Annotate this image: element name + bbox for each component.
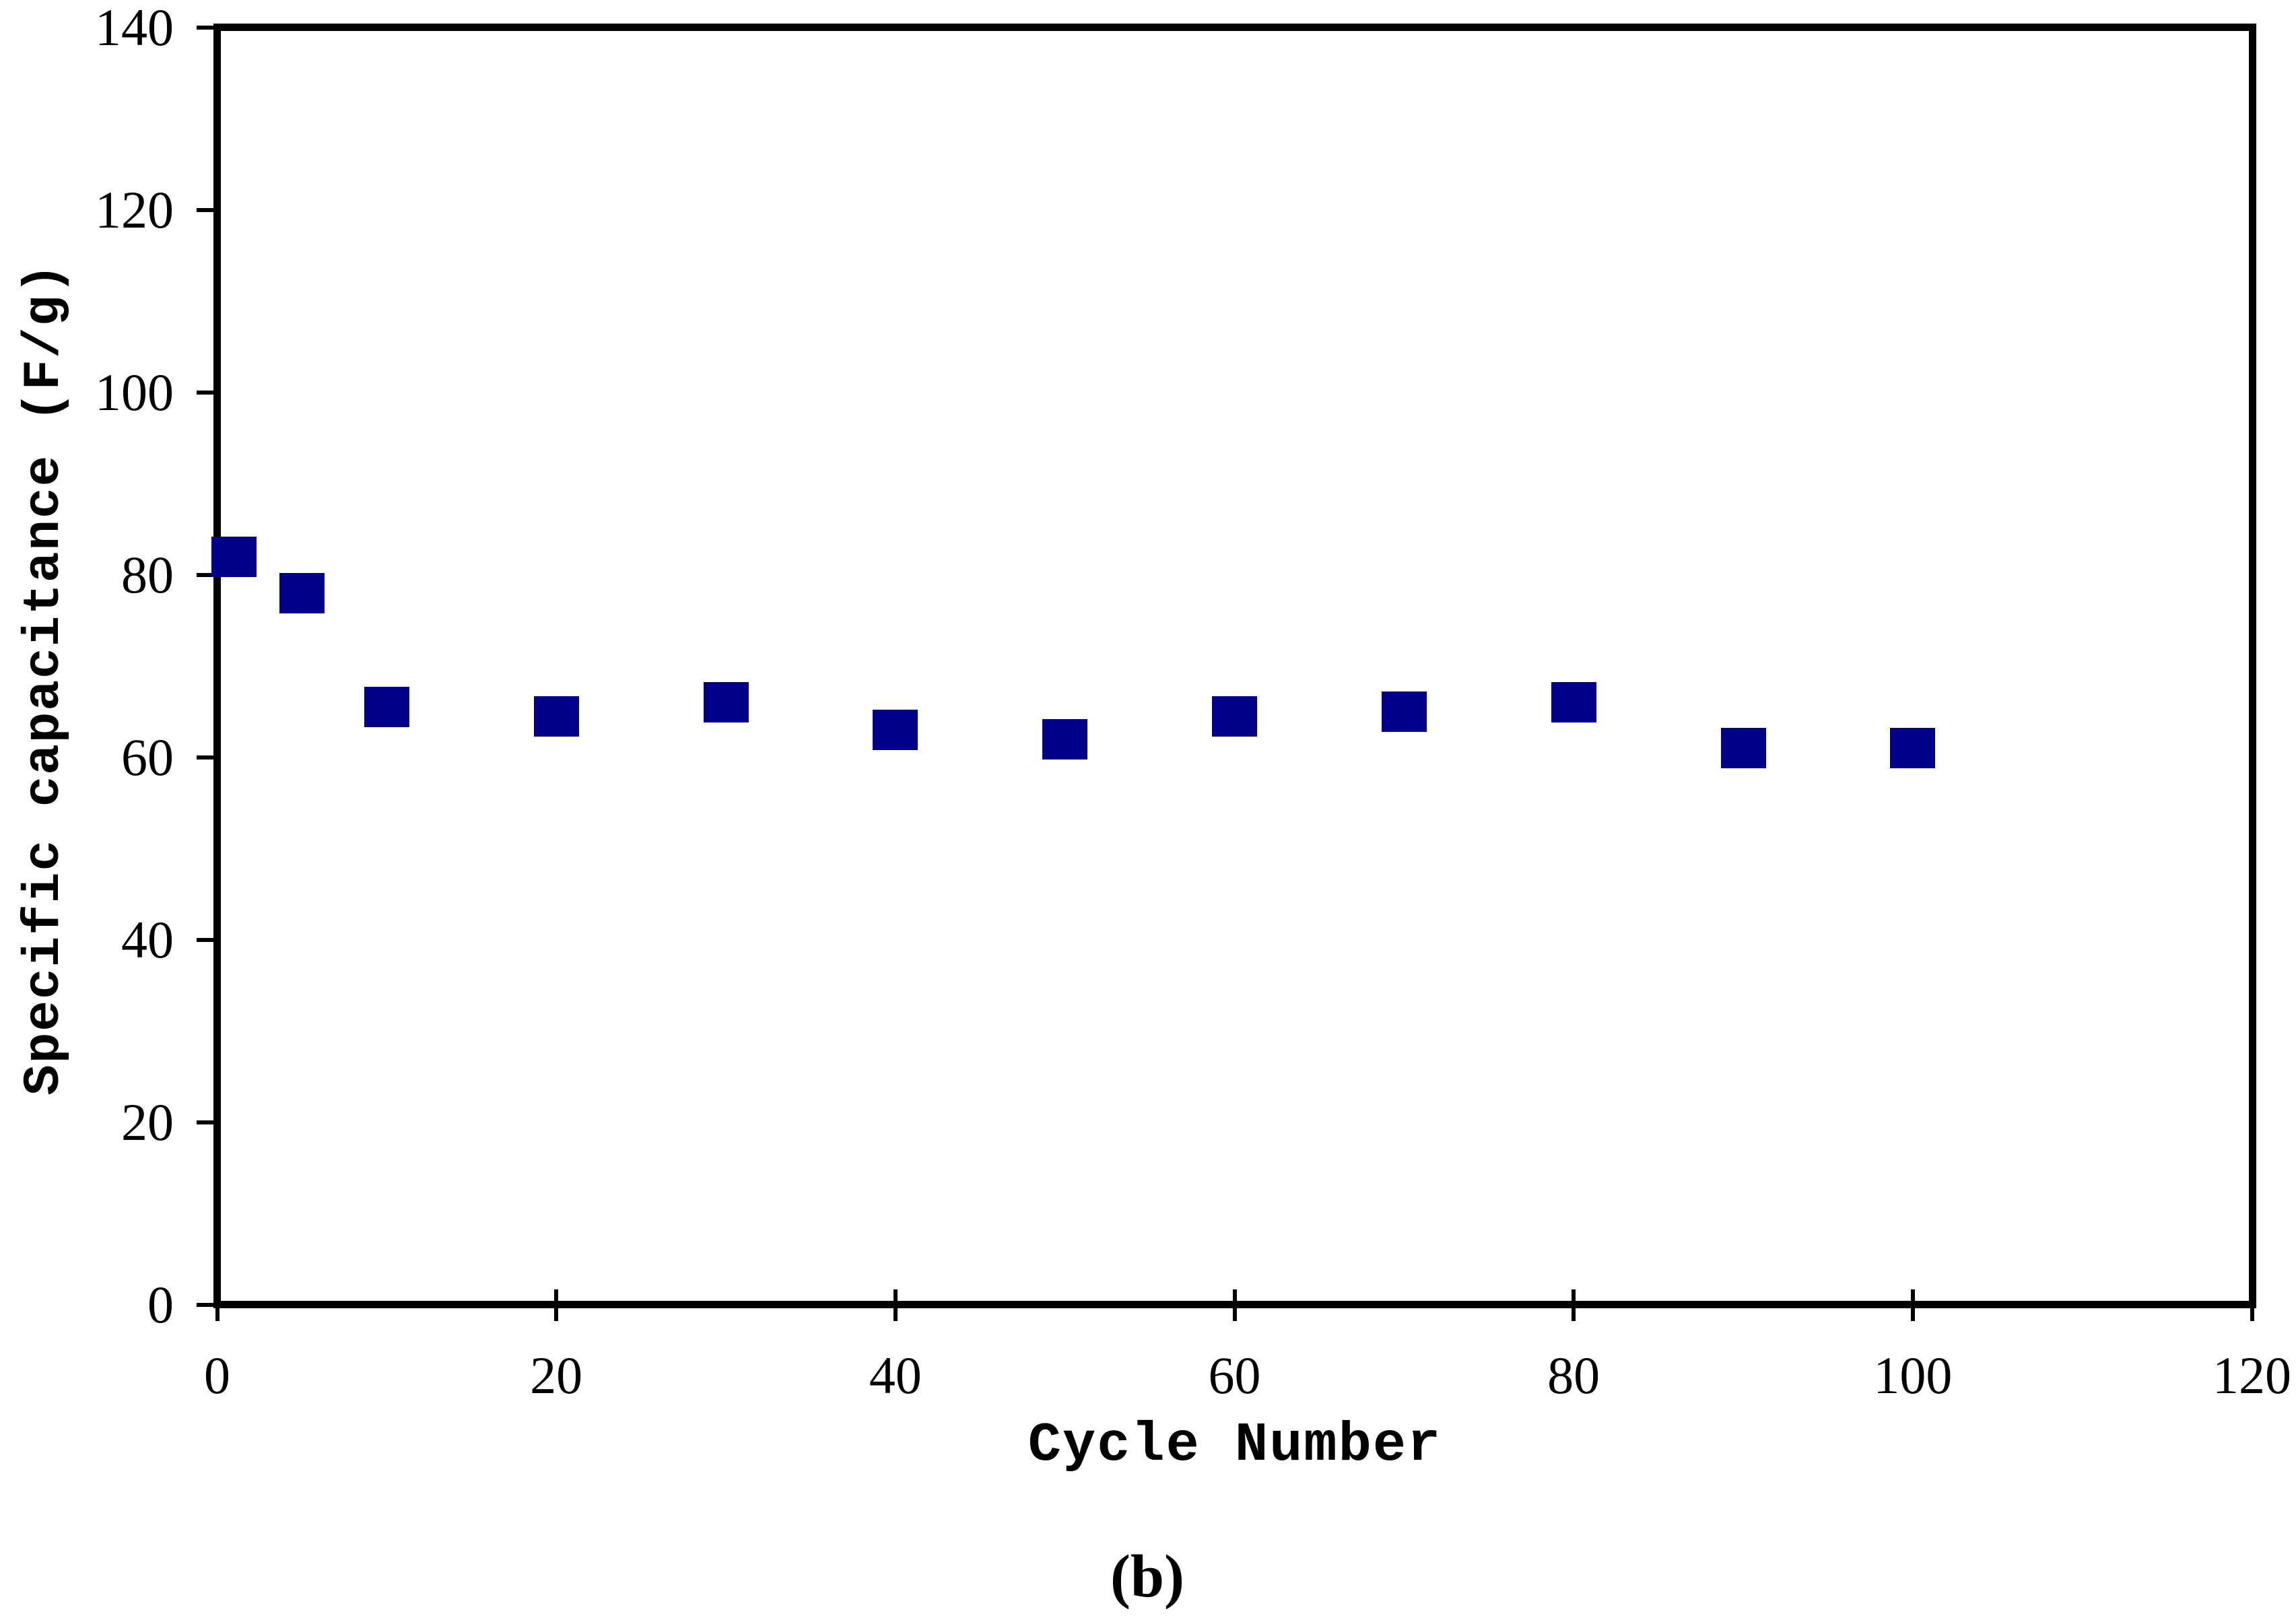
y-tick-label: 80 [121, 545, 174, 604]
figure-panel-label: (b) [1110, 1542, 1184, 1611]
y-tick-label: 20 [121, 1092, 174, 1151]
x-tick-label: 0 [204, 1346, 230, 1405]
y-tick [197, 1120, 221, 1124]
x-tick [554, 1289, 559, 1321]
data-point-square [533, 696, 579, 737]
y-tick [197, 755, 221, 760]
x-tick [1232, 1289, 1237, 1321]
data-point-square [1890, 728, 1936, 769]
figure-label-close-paren: ) [1164, 1543, 1185, 1610]
x-tick-label: 20 [530, 1346, 583, 1405]
x-tick [1572, 1289, 1576, 1321]
x-axis-title: Cycle Number [1027, 1414, 1442, 1477]
x-tick-label: 40 [869, 1346, 922, 1405]
figure-label-open-paren: ( [1110, 1543, 1130, 1610]
y-tick [197, 25, 221, 30]
figure-label-letter: b [1130, 1543, 1165, 1610]
y-tick [197, 937, 221, 942]
data-point-square [364, 687, 409, 728]
data-point-square [1042, 718, 1088, 760]
data-point-square [1212, 696, 1257, 737]
data-point-square [279, 572, 325, 613]
plot-area [213, 24, 2256, 1308]
data-point-square [703, 682, 749, 723]
x-tick [2250, 1289, 2254, 1321]
y-tick-label: 40 [121, 910, 174, 969]
y-axis-title: Specific capacitance (F/g) [15, 262, 73, 1095]
data-point-square [211, 536, 257, 577]
y-tick [197, 390, 221, 395]
data-point-square [1720, 728, 1766, 769]
data-point-square [873, 710, 918, 751]
y-tick [197, 572, 221, 577]
x-tick [1910, 1289, 1915, 1321]
y-tick-label: 120 [95, 180, 174, 239]
y-tick-label: 100 [95, 362, 174, 421]
x-tick [893, 1289, 898, 1321]
data-point-square [1551, 682, 1596, 723]
y-tick-label: 140 [95, 0, 174, 57]
y-tick-label: 0 [147, 1275, 174, 1334]
y-tick [197, 1303, 221, 1307]
data-point-square [1381, 691, 1427, 733]
x-tick-label: 60 [1208, 1346, 1261, 1405]
y-tick [197, 207, 221, 212]
y-tick-label: 60 [121, 727, 174, 786]
x-tick-label: 80 [1547, 1346, 1600, 1405]
x-tick-label: 100 [1873, 1346, 1953, 1405]
x-tick-label: 120 [2213, 1346, 2291, 1405]
